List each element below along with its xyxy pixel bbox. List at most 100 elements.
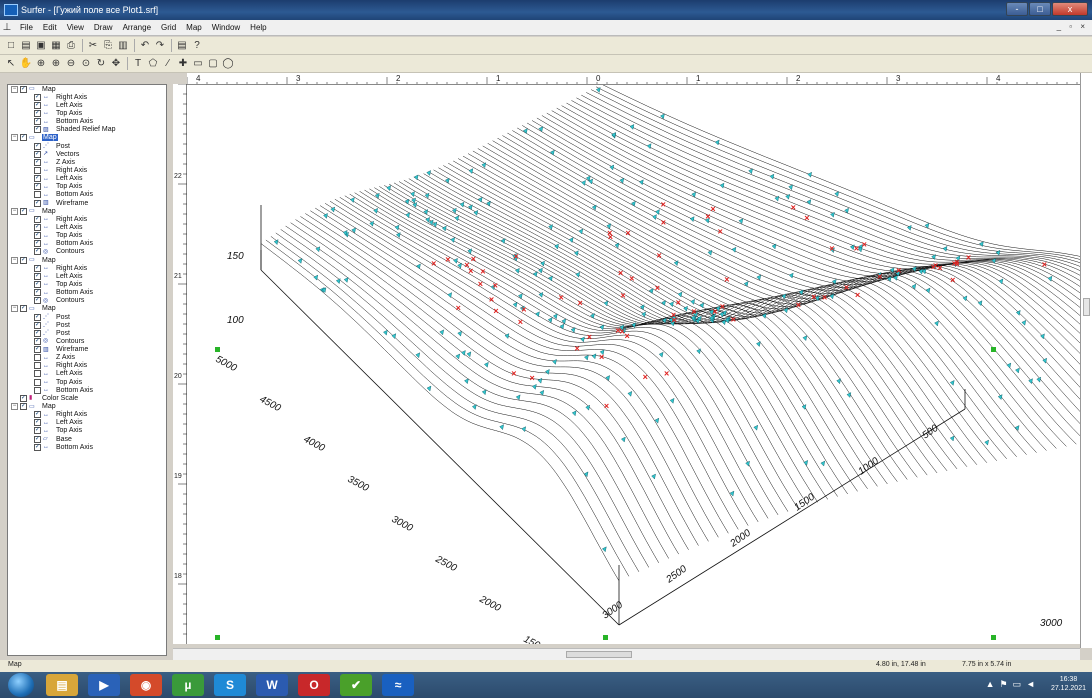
mdi-child-controls[interactable]: _ ▫ × (1056, 22, 1088, 31)
visibility-checkbox[interactable]: ✓ (34, 175, 41, 183)
visibility-checkbox[interactable]: ✓ (34, 427, 41, 435)
word-icon[interactable]: W (256, 674, 288, 696)
visibility-checkbox[interactable]: ✓ (20, 256, 27, 264)
tree-item-map[interactable]: − ✓ ▭ Map (8, 207, 166, 215)
visibility-checkbox[interactable]: ✓ (34, 240, 41, 248)
tree-item-axis[interactable]: ✓ ↔ Bottom Axis (8, 443, 166, 451)
tree-item-contour[interactable]: ✓ ◎ Contours (8, 297, 166, 305)
selection-handle[interactable] (215, 347, 220, 352)
visibility-checkbox[interactable]: ✓ (20, 134, 27, 142)
horizontal-scroll-thumb[interactable] (566, 651, 632, 658)
visibility-checkbox[interactable]: ✓ (34, 223, 41, 231)
paste-icon[interactable]: ▥ (118, 40, 128, 51)
tree-item-contour[interactable]: ✓ ◎ Contours (8, 337, 166, 345)
expand-toggle-icon[interactable]: − (11, 256, 18, 264)
help-pointer-icon[interactable]: ? (194, 40, 200, 51)
chrome-icon[interactable]: ◉ (130, 674, 162, 696)
visibility-checkbox[interactable]: ✓ (34, 101, 41, 109)
redo-icon[interactable]: ↷ (155, 40, 165, 51)
new-icon[interactable]: □ (7, 40, 15, 51)
tree-item-axis[interactable]: ✓ ↔ Top Axis (8, 232, 166, 240)
tree-item-axis[interactable]: ✓ ↔ Top Axis (8, 109, 166, 117)
start-button[interactable] (8, 673, 34, 697)
selection-handle[interactable] (215, 635, 220, 640)
zoom-page-icon[interactable]: ⊙ (81, 58, 91, 69)
media-player-icon[interactable]: ▶ (88, 674, 120, 696)
menu-draw[interactable]: Draw (93, 23, 113, 32)
horizontal-scrollbar[interactable] (173, 648, 1080, 660)
minimize-button[interactable]: - (1006, 2, 1028, 16)
selection-handle[interactable] (991, 347, 996, 352)
app-menu-icon[interactable]: ⊥ (2, 22, 12, 33)
zoom-in-icon[interactable]: ⊕ (36, 58, 46, 69)
rounded-rect-icon[interactable]: ▢ (208, 58, 218, 69)
visibility-checkbox[interactable]: ✓ (34, 337, 41, 345)
tree-item-vector[interactable]: ✓ ↗ Vectors (8, 150, 166, 158)
tree-item-contour[interactable]: ✓ ◎ Contours (8, 248, 166, 256)
visibility-checkbox[interactable]: ✓ (34, 280, 41, 288)
visibility-checkbox[interactable]: ✓ (34, 109, 41, 117)
visibility-checkbox[interactable] (34, 386, 41, 394)
rectangle-icon[interactable]: ▭ (193, 58, 203, 69)
expand-toggle-icon[interactable]: − (11, 207, 18, 215)
select-icon[interactable]: ↖ (6, 58, 16, 69)
visibility-checkbox[interactable]: ✓ (20, 403, 27, 411)
visibility-checkbox[interactable]: ✓ (34, 443, 41, 451)
tree-item-axis[interactable]: ✓ ↔ Top Axis (8, 280, 166, 288)
copy-icon[interactable]: ⎘ (104, 40, 112, 51)
expand-toggle-icon[interactable]: − (11, 134, 18, 142)
explorer-icon[interactable]: ▤ (46, 674, 78, 696)
visibility-checkbox[interactable] (34, 166, 41, 174)
symbol-icon[interactable]: ✚ (178, 58, 188, 69)
tree-item-axis[interactable]: ↔ Left Axis (8, 370, 166, 378)
pan-icon[interactable]: ✋ (19, 58, 33, 69)
visibility-checkbox[interactable]: ✓ (34, 346, 41, 354)
menu-view[interactable]: View (66, 23, 84, 32)
tree-item-axis[interactable]: ✓ ↔ Right Axis (8, 411, 166, 419)
visibility-checkbox[interactable]: ✓ (34, 297, 41, 305)
visibility-checkbox[interactable]: ✓ (34, 232, 41, 240)
opera-icon[interactable]: O (298, 674, 330, 696)
visibility-checkbox[interactable] (34, 370, 41, 378)
menu-edit[interactable]: Edit (42, 23, 57, 32)
maximize-button[interactable]: □ (1029, 2, 1051, 16)
ellipse-icon[interactable]: ◯ (222, 58, 234, 69)
zoom-out-icon[interactable]: ⊖ (66, 58, 76, 69)
wireframe-3d-plot[interactable]: × × × × × × × × × × × × × × × × × × × × × × × × × × × × × × × × × × × × × × × ×… (187, 85, 1080, 644)
tree-item-axis[interactable]: ✓ ↔ Right Axis (8, 264, 166, 272)
system-tray-icons[interactable]: ▲⚑▭◄ (985, 679, 1040, 689)
visibility-checkbox[interactable]: ✓ (34, 289, 41, 297)
vertical-scrollbar[interactable] (1080, 73, 1092, 648)
tree-item-post[interactable]: ✓ ⋰ Post (8, 329, 166, 337)
text-icon[interactable]: T (134, 58, 142, 69)
tree-item-map[interactable]: − ✓ ▭ Map (8, 305, 166, 313)
visibility-checkbox[interactable]: ✓ (34, 150, 41, 158)
expand-toggle-icon[interactable]: − (11, 403, 18, 411)
menu-help[interactable]: Help (250, 23, 267, 32)
visibility-checkbox[interactable]: ✓ (34, 272, 41, 280)
visibility-checkbox[interactable]: ✓ (20, 394, 27, 402)
close-button[interactable]: x (1052, 2, 1088, 16)
visibility-checkbox[interactable] (34, 362, 41, 370)
green-app-icon[interactable]: ✔ (340, 674, 372, 696)
open-icon[interactable]: ▤ (21, 40, 31, 51)
selection-handle[interactable] (991, 635, 996, 640)
cut-icon[interactable]: ✂ (88, 40, 98, 51)
tree-item-axis[interactable]: ✓ ↔ Left Axis (8, 223, 166, 231)
menu-grid[interactable]: Grid (161, 23, 177, 32)
visibility-checkbox[interactable] (34, 354, 41, 362)
tree-item-axis[interactable]: ↔ Bottom Axis (8, 386, 166, 394)
tree-item-axis[interactable]: ↔ Right Axis (8, 166, 166, 174)
print-icon[interactable]: ⎙ (67, 40, 75, 51)
tree-item-axis[interactable]: ✓ ↔ Right Axis (8, 215, 166, 223)
tree-item-axis[interactable]: ✓ ↔ Left Axis (8, 175, 166, 183)
visibility-checkbox[interactable] (34, 191, 41, 199)
tree-item-axis[interactable]: ✓ ↔ Right Axis (8, 93, 166, 101)
zoom-rect-icon[interactable]: ⊕ (51, 58, 61, 69)
visibility-checkbox[interactable]: ✓ (34, 118, 41, 126)
tree-item-axis[interactable]: ✓ ↔ Bottom Axis (8, 289, 166, 297)
tree-item-axis[interactable]: ✓ ↔ Left Axis (8, 419, 166, 427)
tree-item-axis[interactable]: ↔ Z Axis (8, 354, 166, 362)
clock[interactable]: 16:38 27.12.2021 (1051, 675, 1086, 693)
surfer-icon[interactable]: ≈ (382, 674, 414, 696)
